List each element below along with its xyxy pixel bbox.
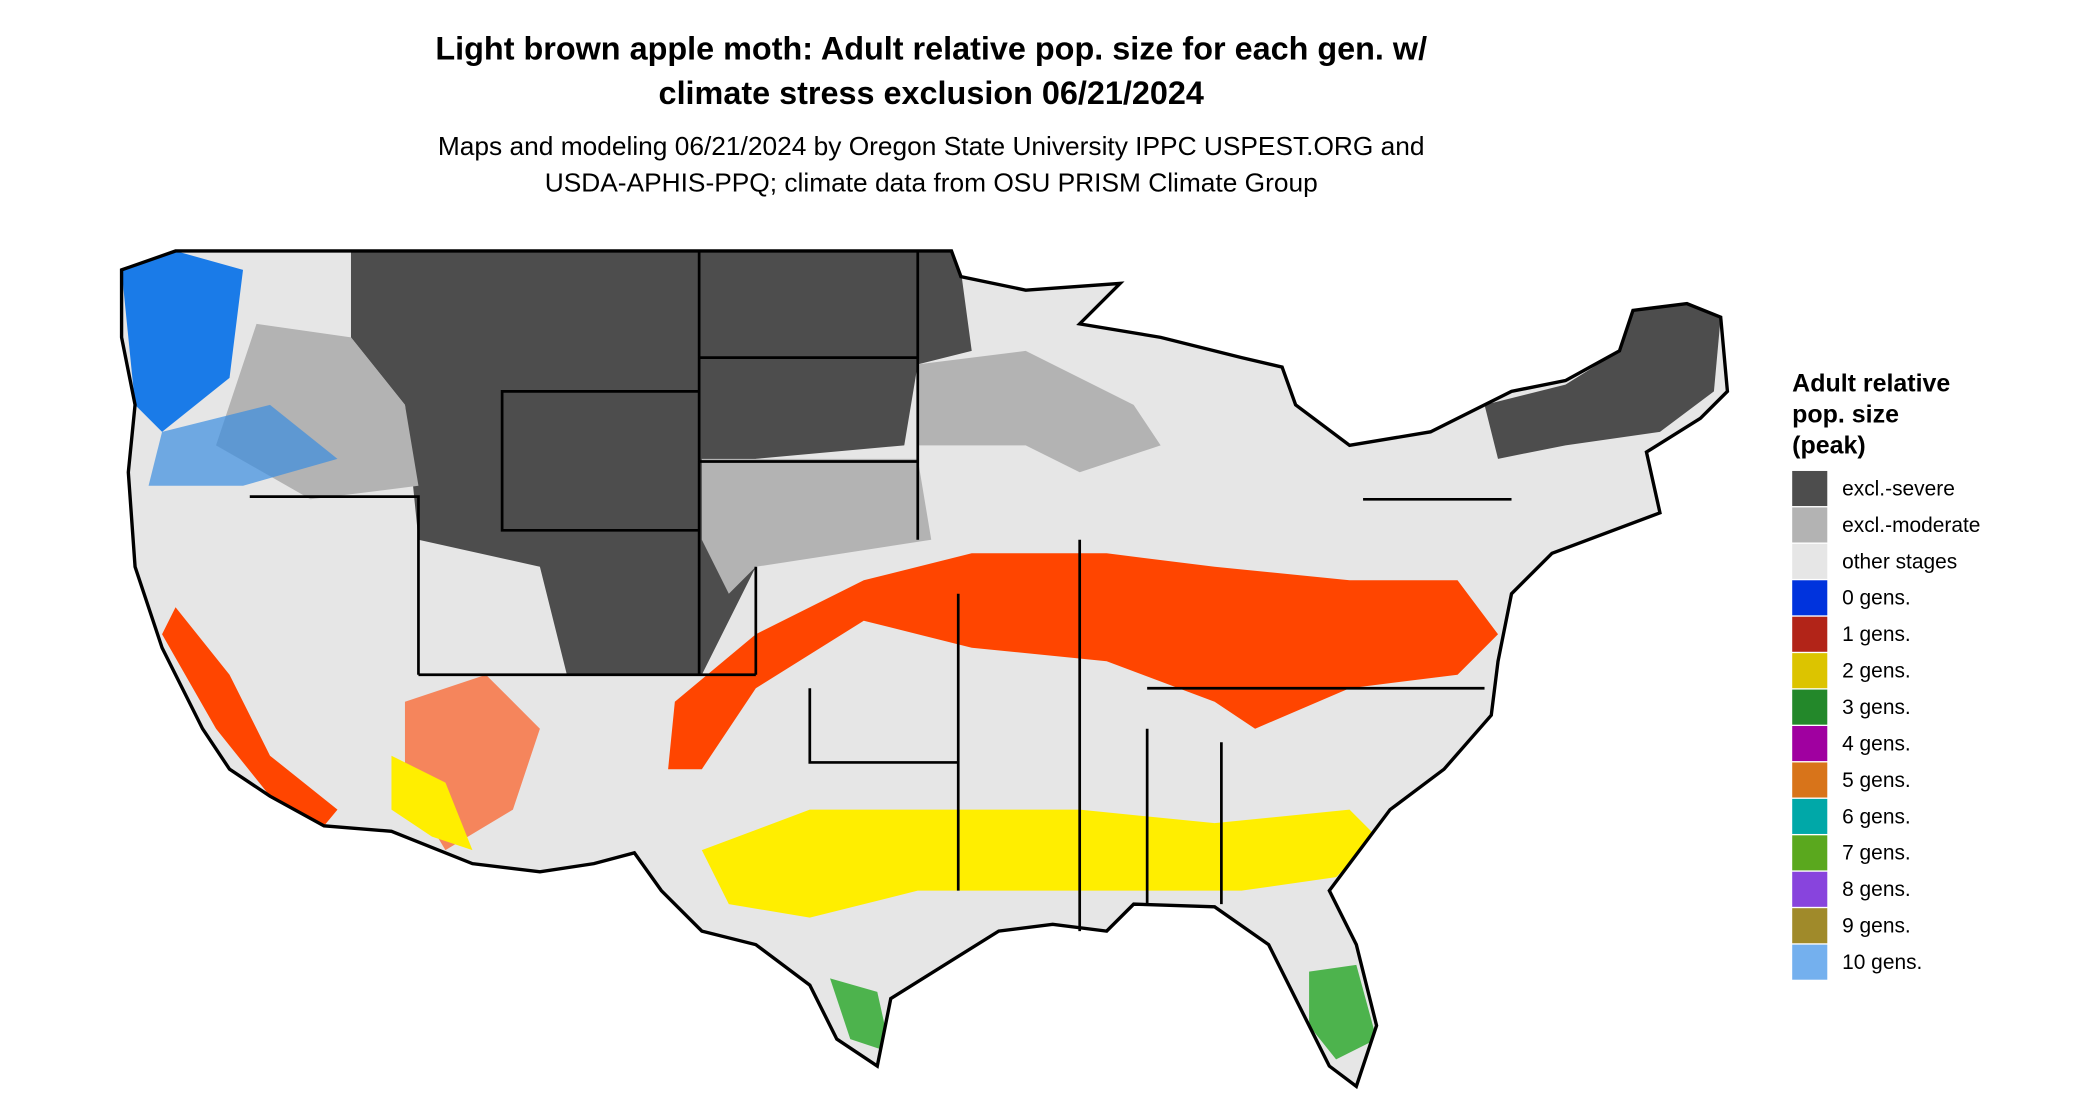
legend-label: other stages (1842, 550, 1957, 573)
legend-label: 8 gens. (1842, 878, 1911, 901)
legend-swatch (1792, 470, 1828, 507)
legend-label: 5 gens. (1842, 769, 1911, 792)
legend-swatch (1792, 543, 1828, 579)
legend-title-line: Adult relative (1792, 369, 1950, 397)
legend-swatch (1792, 689, 1828, 725)
title-line: climate stress exclusion 06/21/2024 (659, 75, 1204, 111)
legend: Adult relative pop. size (peak) excl.-se… (1792, 369, 1980, 980)
legend-label: excl.-moderate (1842, 514, 1980, 537)
legend-swatch (1792, 798, 1828, 834)
legend-label: 0 gens. (1842, 587, 1911, 610)
legend-swatch (1792, 871, 1828, 907)
legend-swatch (1792, 580, 1828, 616)
legend-title-line: (peak) (1792, 431, 1866, 459)
subtitle-line: USDA-APHIS-PPQ; climate data from OSU PR… (545, 168, 1318, 198)
legend-swatch (1792, 616, 1828, 652)
legend-swatch (1792, 507, 1828, 543)
legend-label: 10 gens. (1842, 951, 1922, 974)
legend-label: 9 gens. (1842, 915, 1911, 938)
state-borders (249, 250, 1512, 932)
legend-swatch (1792, 835, 1828, 871)
legend-label: 7 gens. (1842, 842, 1911, 865)
legend-label: 3 gens. (1842, 696, 1911, 719)
legend-label: 2 gens. (1842, 660, 1911, 683)
legend-label: 4 gens. (1842, 732, 1911, 755)
legend-label: 1 gens. (1842, 623, 1911, 646)
legend-swatch (1792, 908, 1828, 944)
subtitle-line: Maps and modeling 06/21/2024 by Oregon S… (438, 131, 1425, 161)
legend-label: 6 gens. (1842, 805, 1911, 828)
legend-swatch (1792, 944, 1828, 980)
legend-swatch (1792, 726, 1828, 762)
legend-label: excl.-severe (1842, 477, 1955, 500)
legend-title-line: pop. size (1792, 400, 1899, 428)
legend-swatch (1792, 653, 1828, 689)
title-line: Light brown apple moth: Adult relative p… (435, 30, 1427, 66)
legend-swatch (1792, 762, 1828, 798)
